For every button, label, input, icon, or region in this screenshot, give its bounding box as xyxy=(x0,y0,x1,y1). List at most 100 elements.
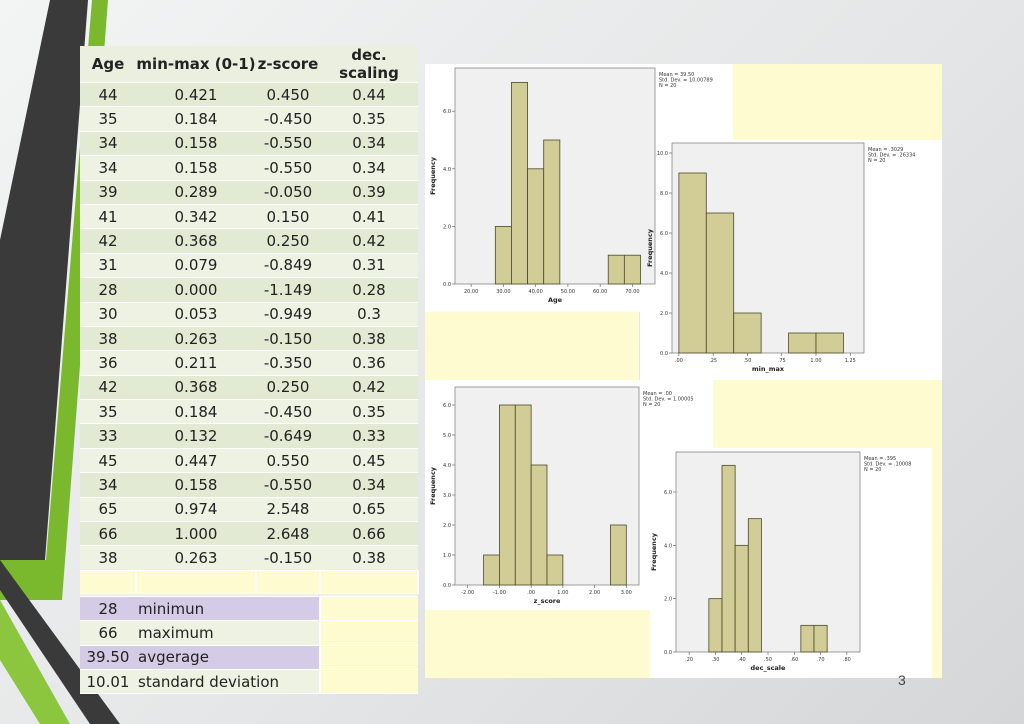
z-score-cell: -0.150 xyxy=(256,326,320,352)
min-max-cell: 0.184 xyxy=(136,399,256,425)
table-row: 31 0.079 -0.849 0.31 xyxy=(80,253,418,279)
z-score-cell: -0.649 xyxy=(256,423,320,449)
blank-cell xyxy=(256,570,321,594)
z-score-cell: 0.250 xyxy=(256,228,320,254)
stat-empty-cell xyxy=(319,620,418,646)
min-max-cell: 0.289 xyxy=(136,180,256,205)
dec-scaling-cell: 0.44 xyxy=(320,82,418,108)
age-cell: 34 xyxy=(80,155,136,181)
chart-panel-min-max xyxy=(640,140,942,380)
blank-cell xyxy=(136,570,257,594)
min-max-cell: 0.158 xyxy=(136,131,256,157)
header-age: Age xyxy=(80,46,136,83)
min-max-cell: 0.132 xyxy=(136,423,256,449)
table-row: 65 0.974 2.548 0.65 xyxy=(80,497,418,523)
z-score-cell: -0.849 xyxy=(256,253,320,279)
dec-scaling-cell: 0.38 xyxy=(320,326,418,352)
yellow-block xyxy=(425,610,675,678)
age-cell: 42 xyxy=(80,375,136,401)
dec-scaling-cell: 0.3 xyxy=(320,302,418,327)
z-score-cell: -0.450 xyxy=(256,399,320,425)
min-max-cell: 0.368 xyxy=(136,375,256,401)
stat-row: 10.01 standard deviation xyxy=(80,669,418,695)
table-row: 42 0.368 0.250 0.42 xyxy=(80,228,418,254)
table-row: 35 0.184 -0.450 0.35 xyxy=(80,399,418,425)
stat-row: 39.50 avgerage xyxy=(80,645,418,670)
z-score-cell: -0.350 xyxy=(256,350,320,376)
page-number: 3 xyxy=(898,672,906,688)
yellow-block xyxy=(712,380,942,448)
min-max-cell: 0.263 xyxy=(136,545,256,571)
table-row: 34 0.158 -0.550 0.34 xyxy=(80,472,418,498)
min-max-cell: 0.158 xyxy=(136,155,256,181)
min-max-cell: 0.211 xyxy=(136,350,256,376)
age-cell: 33 xyxy=(80,423,136,449)
min-max-cell: 0.079 xyxy=(136,253,256,279)
z-score-cell: -0.150 xyxy=(256,545,320,571)
stat-value: 66 xyxy=(80,620,136,646)
header-min-max: min-max (0-1) xyxy=(136,46,256,83)
dec-scaling-cell: 0.41 xyxy=(320,204,418,230)
stat-value: 28 xyxy=(80,596,136,622)
min-max-cell: 1.000 xyxy=(136,521,256,547)
dec-scaling-cell: 0.42 xyxy=(320,228,418,254)
table-row: 30 0.053 -0.949 0.3 xyxy=(80,302,418,327)
dec-scaling-cell: 0.35 xyxy=(320,106,418,132)
stat-value: 39.50 xyxy=(80,645,136,670)
blank-cell xyxy=(320,570,419,594)
z-score-cell: 0.550 xyxy=(256,448,320,474)
blank-row xyxy=(80,570,419,594)
age-cell: 31 xyxy=(80,253,136,279)
age-cell: 35 xyxy=(80,399,136,425)
stat-row: 66 maximum xyxy=(80,620,418,646)
stat-empty-cell xyxy=(319,669,418,695)
min-max-cell: 0.000 xyxy=(136,277,256,303)
table-row: 36 0.211 -0.350 0.36 xyxy=(80,350,418,376)
table-row: 44 0.421 0.450 0.44 xyxy=(80,82,418,108)
z-score-cell: -1.149 xyxy=(256,277,320,303)
spacer-row xyxy=(80,593,418,597)
stat-label: minimun xyxy=(136,596,320,622)
z-score-cell: 0.250 xyxy=(256,375,320,401)
stat-value: 10.01 xyxy=(80,669,136,695)
table-row: 39 0.289 -0.050 0.39 xyxy=(80,180,418,205)
z-score-cell: 0.450 xyxy=(256,82,320,108)
header-z-score: z-score xyxy=(256,46,320,83)
dec-scaling-cell: 0.65 xyxy=(320,497,418,523)
z-score-cell: -0.050 xyxy=(256,180,320,205)
age-cell: 38 xyxy=(80,545,136,571)
age-cell: 35 xyxy=(80,106,136,132)
stat-label: maximum xyxy=(136,620,320,646)
table-header-row: Age min-max (0-1) z-score dec. scaling xyxy=(80,46,418,83)
dec-scaling-cell: 0.31 xyxy=(320,253,418,279)
spacer-cell xyxy=(80,593,418,597)
chart-panel-dec-scale xyxy=(650,448,932,678)
dec-scaling-cell: 0.35 xyxy=(320,399,418,425)
dec-scaling-cell: 0.45 xyxy=(320,448,418,474)
table-row: 38 0.263 -0.150 0.38 xyxy=(80,326,418,352)
dec-scaling-cell: 0.42 xyxy=(320,375,418,401)
table-row: 34 0.158 -0.550 0.34 xyxy=(80,131,418,157)
min-max-cell: 0.447 xyxy=(136,448,256,474)
age-cell: 42 xyxy=(80,228,136,254)
z-score-cell: -0.949 xyxy=(256,302,320,327)
dec-scaling-cell: 0.38 xyxy=(320,545,418,571)
age-cell: 38 xyxy=(80,326,136,352)
stat-label: avgerage xyxy=(136,645,320,670)
age-cell: 66 xyxy=(80,521,136,547)
z-score-cell: -0.450 xyxy=(256,106,320,132)
z-score-cell: 2.648 xyxy=(256,521,320,547)
min-max-cell: 0.368 xyxy=(136,228,256,254)
stat-row: 28 minimun xyxy=(80,596,418,622)
dec-scaling-cell: 0.34 xyxy=(320,131,418,157)
table-row: 42 0.368 0.250 0.42 xyxy=(80,375,418,401)
age-cell: 30 xyxy=(80,302,136,327)
z-score-cell: -0.550 xyxy=(256,472,320,498)
dec-scaling-cell: 0.39 xyxy=(320,180,418,205)
table-row: 28 0.000 -1.149 0.28 xyxy=(80,277,418,303)
normalization-table: Age min-max (0-1) z-score dec. scaling 4… xyxy=(80,46,419,695)
min-max-cell: 0.342 xyxy=(136,204,256,230)
min-max-cell: 0.421 xyxy=(136,82,256,108)
min-max-cell: 0.263 xyxy=(136,326,256,352)
blank-cell xyxy=(80,570,137,594)
